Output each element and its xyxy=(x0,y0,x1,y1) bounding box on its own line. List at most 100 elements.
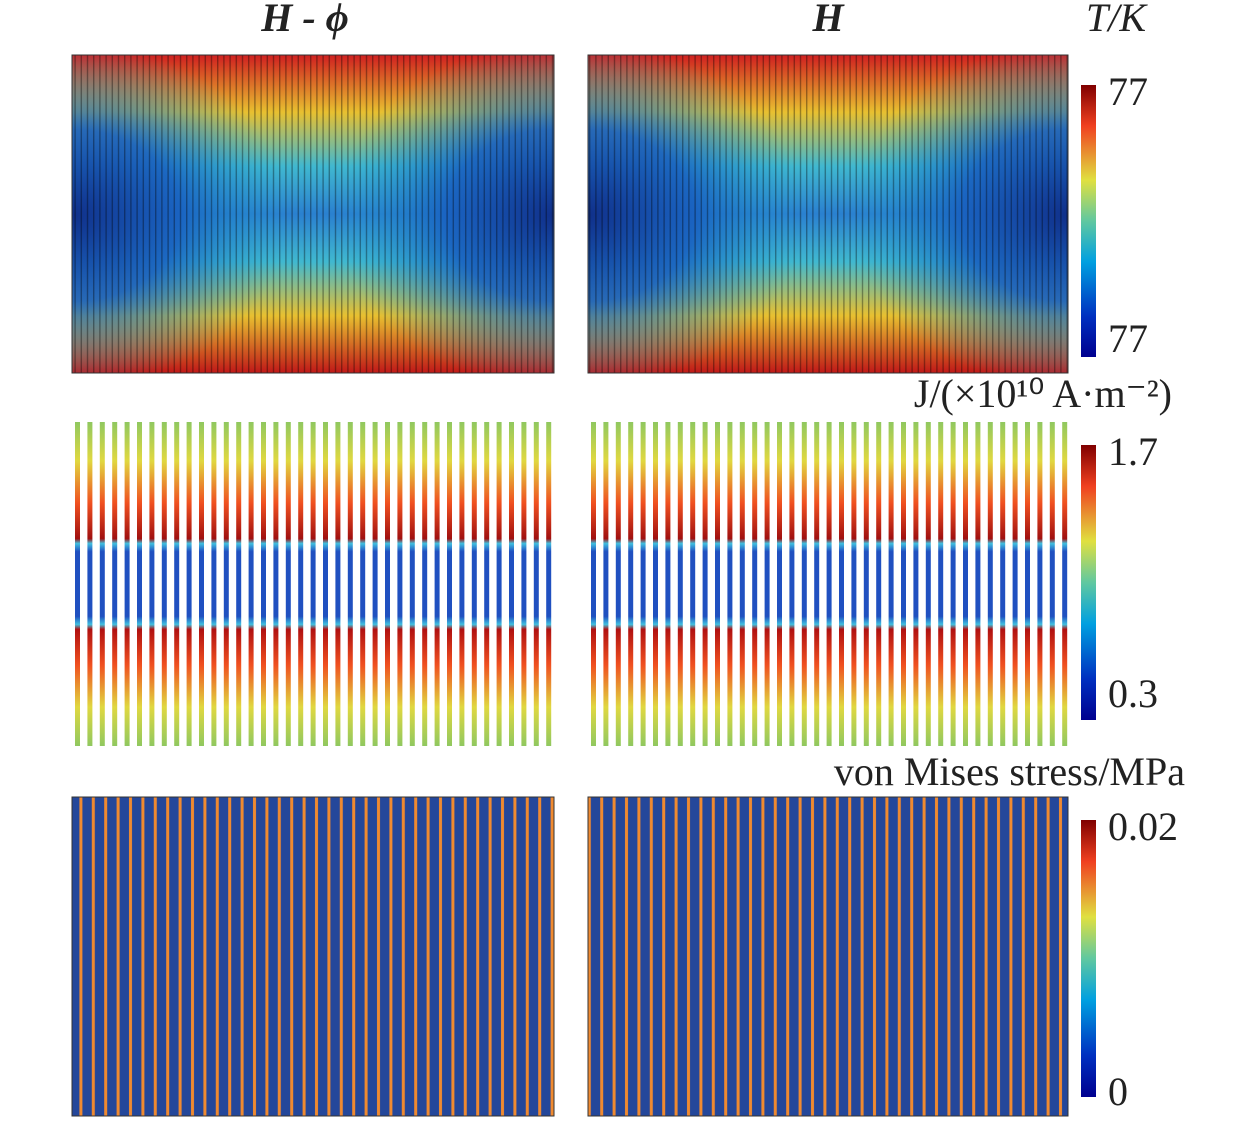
colorbar-label: J/(×10¹⁰ A·m⁻²) xyxy=(914,371,1172,416)
current-density-bar xyxy=(975,422,981,746)
current-density-bar xyxy=(397,422,403,746)
current-density-bar xyxy=(484,422,490,746)
current-density-bar xyxy=(211,422,217,746)
current-density-bar xyxy=(764,422,770,746)
current-density-bar xyxy=(447,422,452,746)
current-density-bar xyxy=(963,422,968,746)
current-density-bar xyxy=(496,422,502,746)
current-density-bar xyxy=(99,422,105,746)
colorbar-min: 77 xyxy=(1108,316,1148,361)
current-density-bar xyxy=(851,422,857,746)
stress-map xyxy=(588,797,1068,1116)
colorbar-gradient xyxy=(1081,445,1096,720)
current-density-bar xyxy=(777,422,782,746)
current-density-bar xyxy=(372,422,378,746)
current-density-bar xyxy=(533,422,539,746)
panels xyxy=(71,54,1069,1117)
current-density-bar xyxy=(876,422,882,746)
current-density-bar xyxy=(888,422,894,746)
current-density-bar xyxy=(471,422,477,746)
current-density-bar xyxy=(863,422,869,746)
temperature-stripes xyxy=(588,55,1068,373)
colorbar-label: T/K xyxy=(1086,0,1148,40)
current-density-bar xyxy=(323,422,328,746)
current-density-bar xyxy=(739,422,745,746)
temperature-stripes xyxy=(72,55,554,373)
colorbar: J/(×10¹⁰ A·m⁻²) 1.7 0.3 xyxy=(914,371,1172,720)
current-density-bar xyxy=(174,422,180,746)
colorbar: T/K 77 77 xyxy=(1081,0,1148,361)
current-density-bar xyxy=(273,422,279,746)
current-density-bar xyxy=(653,422,658,746)
current-density-bar xyxy=(335,422,341,746)
current-density-bar xyxy=(1025,422,1030,746)
current-density-bar xyxy=(434,422,440,746)
current-density-bar xyxy=(459,422,465,746)
current-density-bar xyxy=(149,422,155,746)
current-density-bar xyxy=(285,422,291,746)
colorbar-max: 0.02 xyxy=(1108,804,1178,849)
current-density-bar xyxy=(298,422,304,746)
current-density-bar xyxy=(640,422,646,746)
current-density-bar xyxy=(801,422,807,746)
current-density-bar xyxy=(591,422,596,746)
colorbar: von Mises stress/MPa 0.02 0 xyxy=(834,749,1185,1114)
current-density-bar xyxy=(1000,422,1006,746)
current-density-bar xyxy=(199,422,204,746)
current-density-bar xyxy=(1049,422,1055,746)
current-density-bar xyxy=(826,422,832,746)
column-title: H xyxy=(811,0,845,40)
current-density-bar xyxy=(87,422,93,746)
current-density-bar xyxy=(112,422,118,746)
current-density-bar xyxy=(925,422,931,746)
current-density-bar xyxy=(236,422,242,746)
current-density-bar xyxy=(615,422,621,746)
panel-border xyxy=(71,796,555,1117)
current-density-bar xyxy=(789,422,795,746)
current-density-bar xyxy=(752,422,758,746)
current-density-bar xyxy=(665,422,671,746)
current-density-bar xyxy=(603,422,609,746)
colorbar-min: 0.3 xyxy=(1108,671,1158,716)
colorbar-gradient xyxy=(1081,820,1096,1097)
current-density-bar xyxy=(161,422,167,746)
current-density-bar xyxy=(546,422,552,746)
panel-border xyxy=(71,54,555,374)
current-density-bar xyxy=(310,422,316,746)
colorbar-min: 0 xyxy=(1108,1069,1128,1114)
current-density-bar xyxy=(521,422,527,746)
current-density-bar xyxy=(1062,422,1068,746)
current-density-bar xyxy=(913,422,919,746)
current-density-bar xyxy=(261,422,266,746)
current-density-bar xyxy=(1037,422,1043,746)
panel-border xyxy=(587,54,1069,374)
colorbar-max: 77 xyxy=(1108,69,1148,114)
colorbar-max: 1.7 xyxy=(1108,429,1158,474)
current-density-bar xyxy=(223,422,229,746)
current-density-bar xyxy=(839,422,844,746)
panel-border xyxy=(587,796,1069,1117)
current-density-bar xyxy=(987,422,993,746)
current-density-bar xyxy=(347,422,353,746)
current-density-bar xyxy=(137,422,142,746)
colorbar-gradient xyxy=(1081,85,1096,357)
current-density-bar xyxy=(938,422,944,746)
current-density-bar xyxy=(509,422,514,746)
current-density-bar xyxy=(677,422,683,746)
current-density-bar xyxy=(75,422,80,746)
current-density-bar xyxy=(901,422,906,746)
current-density-bar xyxy=(814,422,820,746)
current-density-bar xyxy=(1012,422,1018,746)
current-density-bar xyxy=(124,422,130,746)
current-density-bar xyxy=(715,422,720,746)
stress-map xyxy=(72,797,554,1116)
current-density-bar xyxy=(727,422,733,746)
current-density-bar xyxy=(950,422,956,746)
current-density-bar xyxy=(360,422,366,746)
column-title: H - ϕ xyxy=(260,0,349,40)
current-density-bar xyxy=(186,422,192,746)
current-density-bar xyxy=(248,422,254,746)
current-density-bar xyxy=(409,422,415,746)
current-density-bar xyxy=(690,422,696,746)
